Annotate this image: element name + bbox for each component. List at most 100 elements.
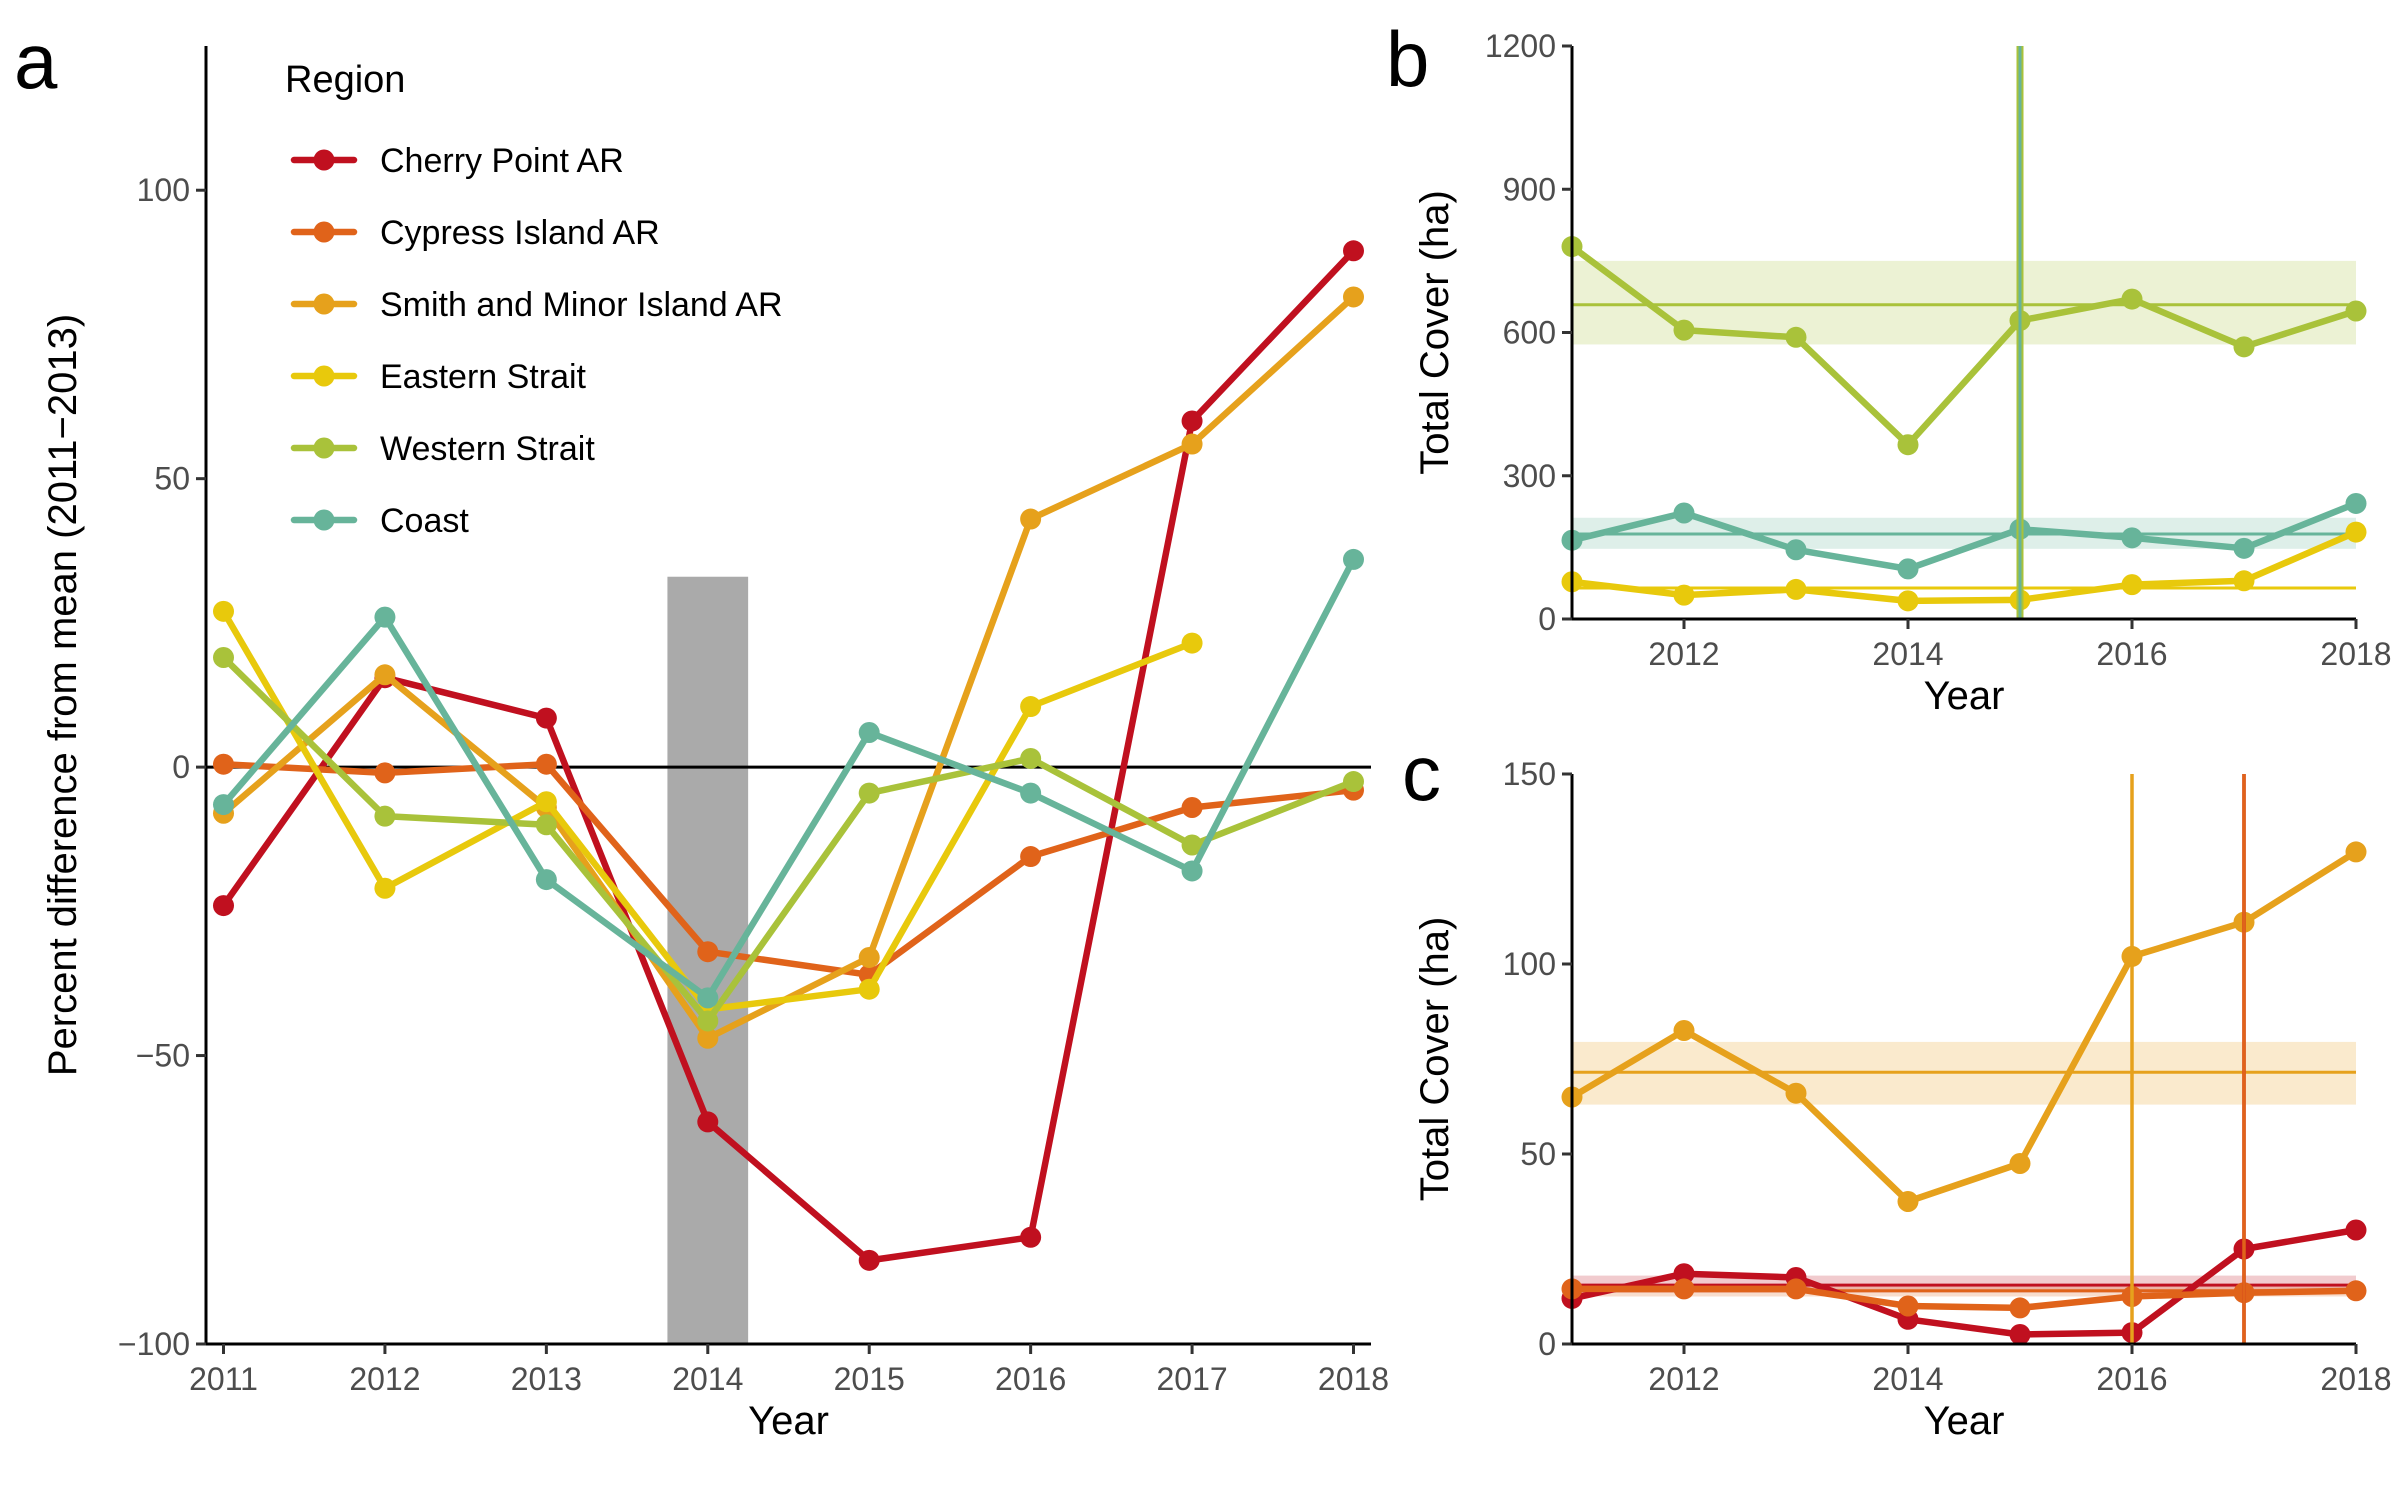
x-tick-label-b: 2012 (1648, 636, 1719, 672)
point-c-smith-and-minor-island-ar (1673, 1020, 1695, 1041)
point-a-cypress-island-ar (535, 753, 557, 775)
point-a-cypress-island-ar (1020, 846, 1042, 868)
x-tick-label-b: 2018 (2320, 636, 2391, 672)
point-a-eastern-strait (1020, 696, 1042, 718)
y-tick-label-b: 0 (1538, 601, 1556, 637)
point-b-western-strait (2345, 300, 2367, 322)
legend-label-coast: Coast (380, 502, 469, 540)
panel-a-letter: a (14, 17, 58, 105)
point-c-smith-and-minor-island-ar (1785, 1082, 1807, 1104)
y-tick-label-b: 300 (1503, 458, 1556, 494)
point-a-smith-and-minor-island-ar (1181, 433, 1203, 455)
point-b-coast (1785, 539, 1807, 561)
y-axis-title-b: Total Cover (ha) (1413, 190, 1457, 475)
point-a-eastern-strait (1181, 632, 1203, 654)
series-line-a-cherry-point-ar (220, 247, 1357, 1264)
point-a-eastern-strait (535, 791, 557, 813)
point-b-eastern-strait (1785, 578, 1807, 600)
point-a-cypress-island-ar (213, 753, 234, 775)
legend-label-smith-and-minor-island-ar: Smith and Minor Island AR (380, 286, 783, 324)
point-b-coast (2345, 492, 2367, 514)
y-tick-label-b: 600 (1503, 315, 1556, 351)
y-tick-label-c: 50 (1520, 1136, 1556, 1172)
series-line-a-cypress-island-ar (220, 760, 1357, 979)
x-axis-title-c: Year (1924, 1399, 2005, 1443)
point-a-western-strait (1343, 771, 1364, 793)
point-a-smith-and-minor-island-ar (1020, 508, 1042, 530)
legend-label-cypress-island-ar: Cypress Island AR (380, 214, 660, 252)
point-b-western-strait (1673, 319, 1695, 341)
legend-title: Region (285, 59, 405, 101)
chart-a: −100 −50 0 50 100 2011 2012 2013 2014 2015 2016 201… (41, 46, 1389, 1443)
legend-label-cherry-point-ar: Cherry Point AR (380, 142, 624, 180)
x-tick-label-c: 2018 (2320, 1361, 2391, 1397)
point-a-cherry-point-ar (213, 895, 234, 917)
point-a-coast (1343, 548, 1364, 570)
y-tick-label-a: 0 (172, 749, 190, 785)
x-tick-label-a: 2015 (834, 1361, 905, 1397)
point-c-cherry-point-ar (2345, 1219, 2367, 1241)
y-tick-label-a: 100 (137, 172, 190, 208)
point-a-coast (1181, 860, 1203, 882)
x-axis-title-a: Year (748, 1399, 829, 1443)
point-b-coast (2233, 537, 2255, 559)
point-a-cherry-point-ar (1343, 240, 1364, 262)
point-b-eastern-strait (2121, 574, 2143, 596)
point-c-cherry-point-ar (1673, 1263, 1695, 1285)
chart-c: 0 50 100 150 2012 2014 2016 2018 Year Total Cover… (1413, 756, 2392, 1443)
x-tick-label-c: 2012 (1648, 1361, 1719, 1397)
point-b-coast (2121, 527, 2143, 549)
series-line-a-coast (220, 556, 1357, 1002)
point-a-cypress-island-ar (1181, 796, 1203, 818)
point-a-cherry-point-ar (858, 1249, 880, 1271)
point-c-cypress-island-ar (2345, 1280, 2367, 1302)
point-a-coast (1020, 782, 1042, 804)
point-a-cypress-island-ar (697, 941, 719, 963)
series-line-b-coast (1568, 500, 2360, 573)
point-c-cherry-point-ar (2009, 1324, 2031, 1345)
x-tick-label-a: 2017 (1156, 1361, 1227, 1397)
series-line-a-western-strait (220, 654, 1357, 1025)
point-a-cherry-point-ar (535, 707, 557, 729)
x-tick-label-a: 2013 (511, 1361, 582, 1397)
y-tick-label-b: 1200 (1485, 28, 1556, 64)
point-b-coast (1897, 558, 1919, 580)
point-c-cypress-island-ar (1673, 1278, 1695, 1300)
y-tick-label-c: 0 (1538, 1326, 1556, 1362)
x-axis-title-b: Year (1924, 674, 2005, 718)
y-tick-label-c: 150 (1503, 756, 1556, 792)
point-c-cypress-island-ar (1785, 1278, 1807, 1300)
y-tick-label-c: 100 (1503, 946, 1556, 982)
series-line-c-cherry-point-ar (1568, 1226, 2360, 1338)
x-tick-label-c: 2014 (1872, 1361, 1943, 1397)
series-line-c-cypress-island-ar (1568, 1285, 2360, 1312)
x-tick-label-a: 2014 (672, 1361, 743, 1397)
point-a-western-strait (858, 782, 880, 804)
x-tick-label-a: 2018 (1318, 1361, 1389, 1397)
point-a-cypress-island-ar (374, 762, 396, 784)
point-a-cherry-point-ar (697, 1111, 719, 1133)
point-a-cherry-point-ar (1020, 1226, 1042, 1248)
series-line-b-eastern-strait (1568, 528, 2360, 605)
x-tick-label-a: 2011 (189, 1361, 258, 1397)
point-c-smith-and-minor-island-ar (1897, 1191, 1919, 1212)
point-c-smith-and-minor-island-ar (2345, 841, 2367, 863)
panel-c-letter: c (1402, 729, 1441, 817)
point-b-eastern-strait (1673, 584, 1695, 606)
legend-label-western-strait: Western Strait (380, 430, 595, 468)
point-b-eastern-strait (1897, 590, 1919, 612)
point-a-smith-and-minor-island-ar (697, 1027, 719, 1049)
point-c-cypress-island-ar (2009, 1297, 2031, 1319)
point-a-smith-and-minor-island-ar (858, 946, 880, 968)
legend-swatch-point (313, 293, 335, 315)
chart-b: 0 300 600 900 1200 2012 2014 2016 2018 Year Total … (1413, 28, 2392, 718)
y-tick-label-a: −50 (136, 1038, 190, 1074)
point-a-coast (697, 987, 719, 1009)
legend: Region Cherry Point AR Cypress Island AR Sm… (285, 59, 783, 540)
series-line-b-western-strait (1568, 243, 2360, 448)
point-a-western-strait (1181, 834, 1203, 856)
point-a-coast (858, 721, 880, 743)
legend-swatch-point (313, 149, 335, 171)
point-a-western-strait (535, 814, 557, 836)
